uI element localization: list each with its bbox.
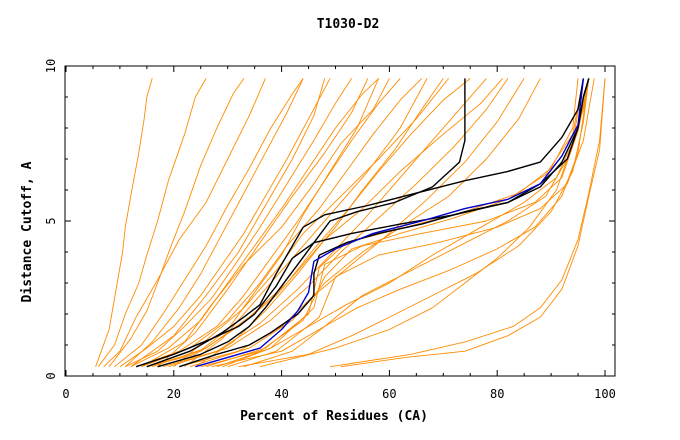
orange-series-line-5 (125, 78, 353, 368)
x-tick-label-60: 60 (382, 387, 396, 401)
orange-series-line-2 (108, 78, 245, 367)
orange-series-line-21 (259, 78, 584, 368)
series-layer (95, 78, 606, 368)
orange-series-line-20 (238, 78, 590, 368)
orange-series-line-12 (168, 78, 509, 368)
y-tick-label-5: 5 (44, 217, 58, 224)
orange-series-line-24 (184, 78, 428, 368)
orange-series-line-7 (135, 78, 401, 368)
orange-series-line-16 (205, 78, 579, 368)
y-tick-label-0: 0 (44, 372, 58, 379)
chart-title: T1030-D2 (317, 17, 380, 32)
orange-series-line-13 (179, 78, 525, 368)
y-tick-label-10: 10 (44, 59, 58, 73)
orange-series-line-4 (119, 78, 331, 368)
axes-layer: 0 20 40 60 80 100 0 5 10 (44, 59, 616, 401)
orange-series-line-34 (330, 78, 606, 368)
orange-series-line-29 (124, 78, 304, 368)
orange-series-line-28 (146, 78, 380, 368)
x-tick-label-0: 0 (62, 387, 69, 401)
orange-series-line-30 (103, 78, 266, 368)
x-tick-label-100: 100 (594, 387, 616, 401)
orange-series-line-3 (114, 78, 304, 368)
orange-series-line-6 (130, 78, 379, 368)
x-axis-label: Percent of Residues (CA) (240, 409, 428, 424)
orange-series-line-17 (216, 78, 590, 368)
black-series-line-37 (157, 78, 466, 368)
black-series-line-36 (146, 78, 585, 368)
orange-series-line-33 (340, 78, 606, 368)
orange-series-line-23 (157, 78, 369, 368)
orange-series-line-0 (95, 78, 153, 367)
orange-series-line-26 (173, 78, 450, 368)
orange-series-line-19 (211, 78, 590, 368)
orange-series-line-15 (200, 78, 584, 368)
orange-series-line-25 (141, 78, 390, 368)
x-tick-label-40: 40 (274, 387, 288, 401)
x-tick-label-80: 80 (490, 387, 504, 401)
orange-series-line-14 (189, 78, 541, 368)
y-axis-label: Distance Cutoff, A (20, 161, 35, 302)
x-tick-label-20: 20 (167, 387, 181, 401)
orange-series-line-22 (130, 78, 326, 368)
black-series-line-35 (135, 78, 590, 368)
orange-series-line-1 (97, 78, 207, 367)
blue-series-line-39 (195, 78, 585, 368)
